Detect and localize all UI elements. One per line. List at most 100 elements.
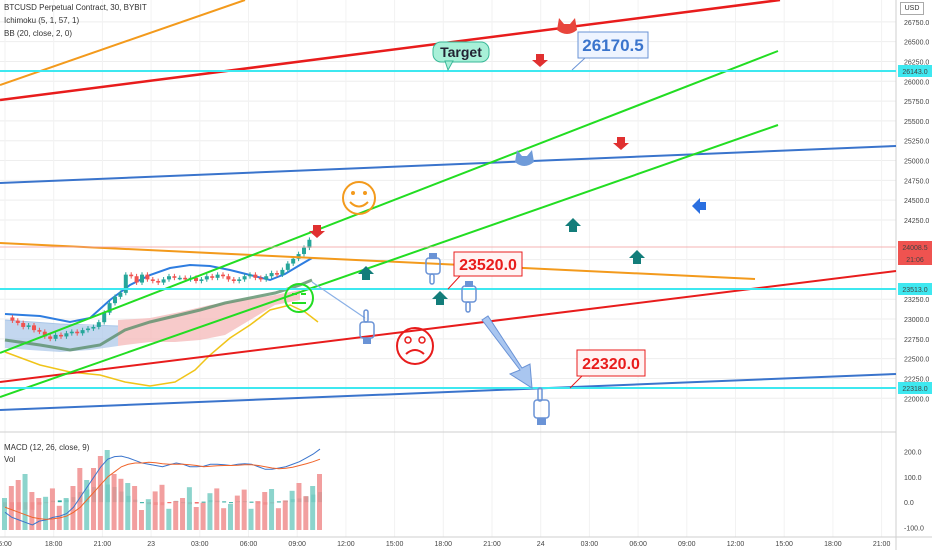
candle-body: [86, 328, 90, 331]
arrow-up-teal-icon: [432, 291, 448, 305]
candle-body: [140, 274, 144, 283]
price-tick-label: 24750.0: [904, 178, 929, 185]
time-tick-label: 18:00: [435, 541, 453, 548]
volume-bar: [200, 502, 206, 530]
macd-hist-bar: [228, 502, 233, 504]
candle-body: [15, 320, 20, 323]
currency-badge[interactable]: USD: [900, 2, 924, 15]
time-tick-label: 03:00: [581, 541, 599, 548]
macd-tick-label: -100.0: [904, 525, 924, 532]
candle-body: [59, 334, 63, 337]
volume-bar: [289, 490, 295, 530]
arrow-up-teal-icon: [565, 218, 581, 232]
macd-hist-bar: [167, 502, 172, 504]
bollinger-basis: [4, 278, 313, 352]
candle-body: [221, 274, 225, 277]
candle-body: [226, 276, 231, 280]
candle-body: [275, 273, 279, 275]
arrow-down-red-icon: [613, 137, 629, 150]
symbol-title: BTCUSD Perpetual Contract, 30, BYBIT: [4, 3, 147, 12]
price-tick-label: 22750.0: [904, 337, 929, 344]
trendline-red-upper: [0, 0, 781, 102]
candle-body: [129, 274, 134, 277]
candle-body: [37, 330, 42, 332]
candle-body: [156, 280, 161, 283]
price-tag-mid-text: 23513.0: [902, 287, 927, 294]
price-tick-label: 25750.0: [904, 99, 929, 106]
volume-bar: [36, 498, 42, 530]
time-axis-ticks: 5:00 18:00 21:00 23 03:00 06:00 09:00 12:00 15:0…: [0, 541, 890, 548]
price-tick-label: 25500.0: [904, 119, 929, 126]
macd-hist-bar: [276, 501, 281, 503]
channel-green-upper: [0, 50, 779, 354]
macd-hist-bar: [57, 500, 62, 503]
time-tick-label: 21:00: [483, 541, 501, 548]
volume-bar: [310, 486, 316, 530]
volume-bar: [207, 493, 213, 530]
price-tag-top-text: 26143.0: [902, 69, 927, 76]
time-tick-label: 24: [537, 541, 545, 548]
countdown-text: 21:06: [906, 257, 924, 264]
smiley-dizzy-icon: [396, 327, 434, 365]
candle-body: [172, 276, 177, 278]
candle-body: [150, 279, 155, 281]
price-tag-current: 24008.5 21:06: [898, 241, 932, 265]
candle-body: [204, 276, 209, 280]
volume-bar: [317, 474, 322, 530]
price-axis-ticks: 26750.0 26500.0 26250.0 26000.0 25750.0 25500…: [904, 20, 929, 403]
time-tick-label: 5:00: [0, 541, 12, 548]
time-tick-label: 15:00: [386, 541, 404, 548]
time-tick-label: 03:00: [191, 541, 209, 548]
volume-bar: [152, 491, 158, 530]
volume-bar: [43, 496, 49, 530]
volume-bars: [2, 450, 322, 530]
volume-bar: [255, 501, 261, 530]
volume-bar: [104, 450, 110, 530]
hand-pointing-down-icon: [461, 281, 477, 313]
candle-body: [123, 274, 128, 293]
time-tick-label: 18:00: [45, 541, 63, 548]
volume-bar: [193, 507, 199, 530]
candle-body: [26, 325, 31, 327]
candle-body: [242, 276, 247, 280]
candle-body: [102, 312, 107, 323]
time-tick-label: 06:00: [629, 541, 647, 548]
volume-bar: [275, 508, 281, 530]
candle-body: [183, 277, 188, 280]
candle-body: [258, 277, 263, 280]
macd-tick-label: 100.0: [904, 475, 922, 482]
candle-body: [10, 317, 15, 321]
trendline-blue-lower: [0, 373, 897, 411]
candle-body: [307, 239, 312, 248]
time-tick-label: 12:00: [727, 541, 745, 548]
candle-body: [280, 269, 285, 275]
candle-body: [291, 258, 296, 264]
macd-axis-ticks: 200.0 100.0 0.0 -100.0: [904, 450, 924, 533]
volume-bar: [132, 486, 138, 530]
price-tick-label: 25250.0: [904, 139, 929, 146]
macd-tick-label: 0.0: [904, 500, 914, 507]
price-tag-low-text: 22318.0: [902, 386, 927, 393]
price-tick-label: 26500.0: [904, 40, 929, 47]
candle-body: [96, 322, 101, 327]
volume-bar: [221, 508, 227, 530]
candle-body: [167, 276, 171, 280]
arrow-down-red-icon: [532, 54, 548, 67]
volume-bar: [49, 488, 55, 530]
indicator-ichimoku: Ichimoku (5, 1, 57, 1): [4, 16, 80, 25]
hand-thumbs-up-icon: [359, 309, 375, 344]
candle-body: [302, 247, 306, 255]
volume-bar: [227, 504, 233, 530]
price-tick-label: 24500.0: [904, 198, 929, 205]
down-arrow-icon: [481, 315, 533, 389]
indicator-bollinger: BB (20, close, 2, 0): [4, 29, 73, 38]
candle-body: [69, 331, 74, 334]
level-top-label: 26170.5: [582, 36, 643, 55]
candle-body: [80, 330, 85, 334]
volume-bar: [125, 483, 131, 530]
volume-bar: [2, 498, 7, 530]
price-tick-label: 23250.0: [904, 297, 929, 304]
candle-body: [48, 336, 53, 339]
channel-green-lower: [0, 124, 779, 398]
